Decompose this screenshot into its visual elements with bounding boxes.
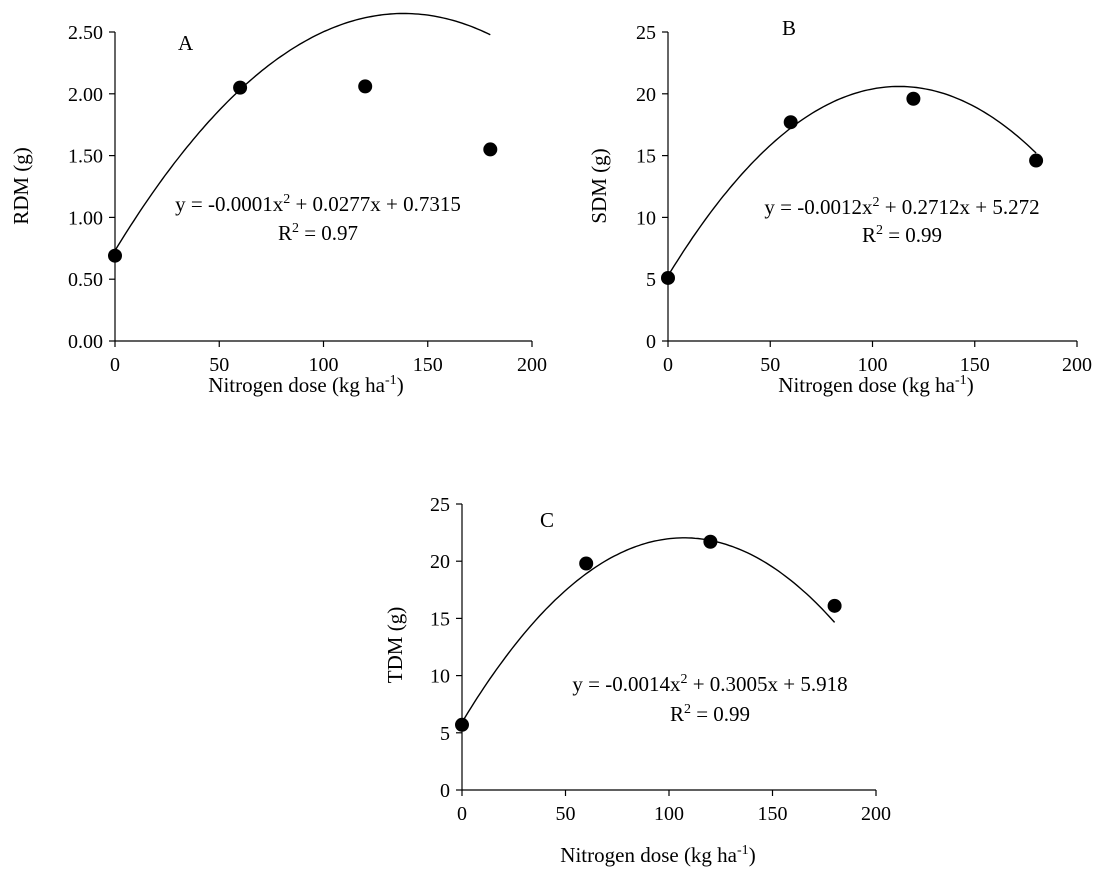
y-axis-title: RDM (g) (9, 147, 33, 225)
r2-head: R (862, 223, 876, 247)
x-axis-title-sup: -1 (955, 373, 967, 388)
x-tick-label: 100 (654, 803, 684, 825)
r-squared: R2 = 0.99 (862, 223, 942, 247)
x-tick-label: 0 (663, 354, 673, 376)
y-tick-label: 20 (430, 551, 450, 573)
y-tick-label: 0.50 (68, 269, 103, 291)
x-axis-title: Nitrogen dose (kg ha-1) (208, 373, 403, 397)
y-tick-label: 1.50 (68, 146, 103, 168)
y-tick-label: 5 (440, 723, 450, 745)
equation-tail: + 0.2712x + 5.272 (879, 195, 1039, 219)
x-tick-label: 150 (960, 354, 990, 376)
y-tick-label: 0 (440, 780, 450, 802)
data-point (703, 534, 718, 549)
y-axis-title: SDM (g) (587, 148, 611, 223)
y-tick-label: 0 (646, 331, 656, 353)
y-tick-label: 1.00 (68, 207, 103, 229)
x-tick-label: 50 (209, 354, 229, 376)
y-tick-label: 20 (636, 84, 656, 106)
fit-curve (461, 537, 836, 723)
r2-exponent: 2 (876, 223, 883, 238)
equation-head: y = -0.0012x (764, 195, 873, 219)
equation-head: y = -0.0001x (175, 192, 284, 216)
x-tick-label: 0 (110, 354, 120, 376)
equation-exponent: 2 (872, 195, 879, 210)
r-squared: R2 = 0.99 (670, 702, 750, 726)
panel-letter: B (782, 16, 796, 40)
x-tick-label: 100 (858, 354, 888, 376)
x-axis-title-end: ) (397, 373, 404, 397)
x-tick-label: 200 (517, 354, 547, 376)
data-point (358, 79, 373, 94)
equation-exponent: 2 (283, 192, 290, 207)
x-tick-label: 50 (760, 354, 780, 376)
equation-exponent: 2 (680, 672, 687, 687)
panel-b: 0 50 100 150 200 0 5 10 15 20 25 By = -0.0012x2 + 0… (587, 16, 1092, 397)
r2-tail: = 0.97 (299, 221, 358, 245)
r2-exponent: 2 (292, 221, 299, 236)
r-squared: R2 = 0.97 (278, 221, 358, 245)
equation-head: y = -0.0014x (572, 672, 681, 696)
data-point (579, 556, 594, 571)
x-axis-title-sup: -1 (737, 843, 749, 858)
x-axis-title-main: Nitrogen dose (kg ha (778, 373, 955, 397)
regression-equation: y = -0.0012x2 + 0.2712x + 5.272 (764, 195, 1039, 219)
y-tick-label: 0.00 (68, 331, 103, 353)
x-axis-title: Nitrogen dose (kg ha-1) (560, 843, 755, 867)
r2-tail: = 0.99 (883, 223, 942, 247)
x-tick-label: 150 (413, 354, 443, 376)
equation-tail: + 0.3005x + 5.918 (687, 672, 847, 696)
panel-letter: A (178, 31, 194, 55)
regression-equation: y = -0.0001x2 + 0.0277x + 0.7315 (175, 192, 461, 216)
r2-tail: = 0.99 (691, 702, 750, 726)
r2-exponent: 2 (684, 702, 691, 717)
data-point (661, 270, 675, 285)
data-point (906, 91, 921, 106)
data-point (1029, 153, 1044, 168)
y-tick-label: 5 (646, 269, 656, 291)
data-point (233, 80, 248, 95)
panel-c: 0 50 100 150 200 0 5 10 15 20 25 Cy = -0.0014x2 + 0… (383, 494, 891, 867)
x-axis-title-end: ) (967, 373, 974, 397)
regression-equation: y = -0.0014x2 + 0.3005x + 5.918 (572, 672, 847, 696)
equation-tail: + 0.0277x + 0.7315 (290, 192, 461, 216)
y-tick-label: 2.50 (68, 22, 103, 44)
x-tick-label: 200 (861, 803, 891, 825)
x-axis-title-main: Nitrogen dose (kg ha (208, 373, 385, 397)
y-tick-label: 25 (430, 494, 450, 516)
data-point (827, 598, 842, 613)
y-tick-label: 25 (636, 22, 656, 44)
x-axis-title-end: ) (749, 843, 756, 867)
y-tick-label: 2.00 (68, 84, 103, 106)
x-tick-label: 150 (758, 803, 788, 825)
y-tick-label: 10 (430, 666, 450, 688)
r2-head: R (670, 702, 684, 726)
x-axis-title-main: Nitrogen dose (kg ha (560, 843, 737, 867)
data-point (783, 115, 798, 130)
fit-curve (667, 85, 1037, 277)
y-axis-title: TDM (g) (383, 607, 407, 683)
y-tick-label: 10 (636, 207, 656, 229)
x-tick-label: 0 (457, 803, 467, 825)
data-point (483, 142, 498, 157)
r2-head: R (278, 221, 292, 245)
x-axis-title: Nitrogen dose (kg ha-1) (778, 373, 973, 397)
data-point (455, 717, 469, 732)
x-tick-label: 100 (309, 354, 339, 376)
x-tick-label: 200 (1062, 354, 1092, 376)
fit-curve (114, 12, 491, 251)
y-tick-label: 15 (430, 608, 450, 630)
y-tick-label: 15 (636, 146, 656, 168)
panel-letter: C (540, 508, 554, 532)
panel-a: 0 50 100 150 200 0.00 0.50 1.00 1.50 2.00 2.50 Ay =… (9, 12, 547, 397)
x-tick-label: 50 (556, 803, 576, 825)
x-axis-title-sup: -1 (385, 373, 397, 388)
data-point (108, 248, 122, 263)
